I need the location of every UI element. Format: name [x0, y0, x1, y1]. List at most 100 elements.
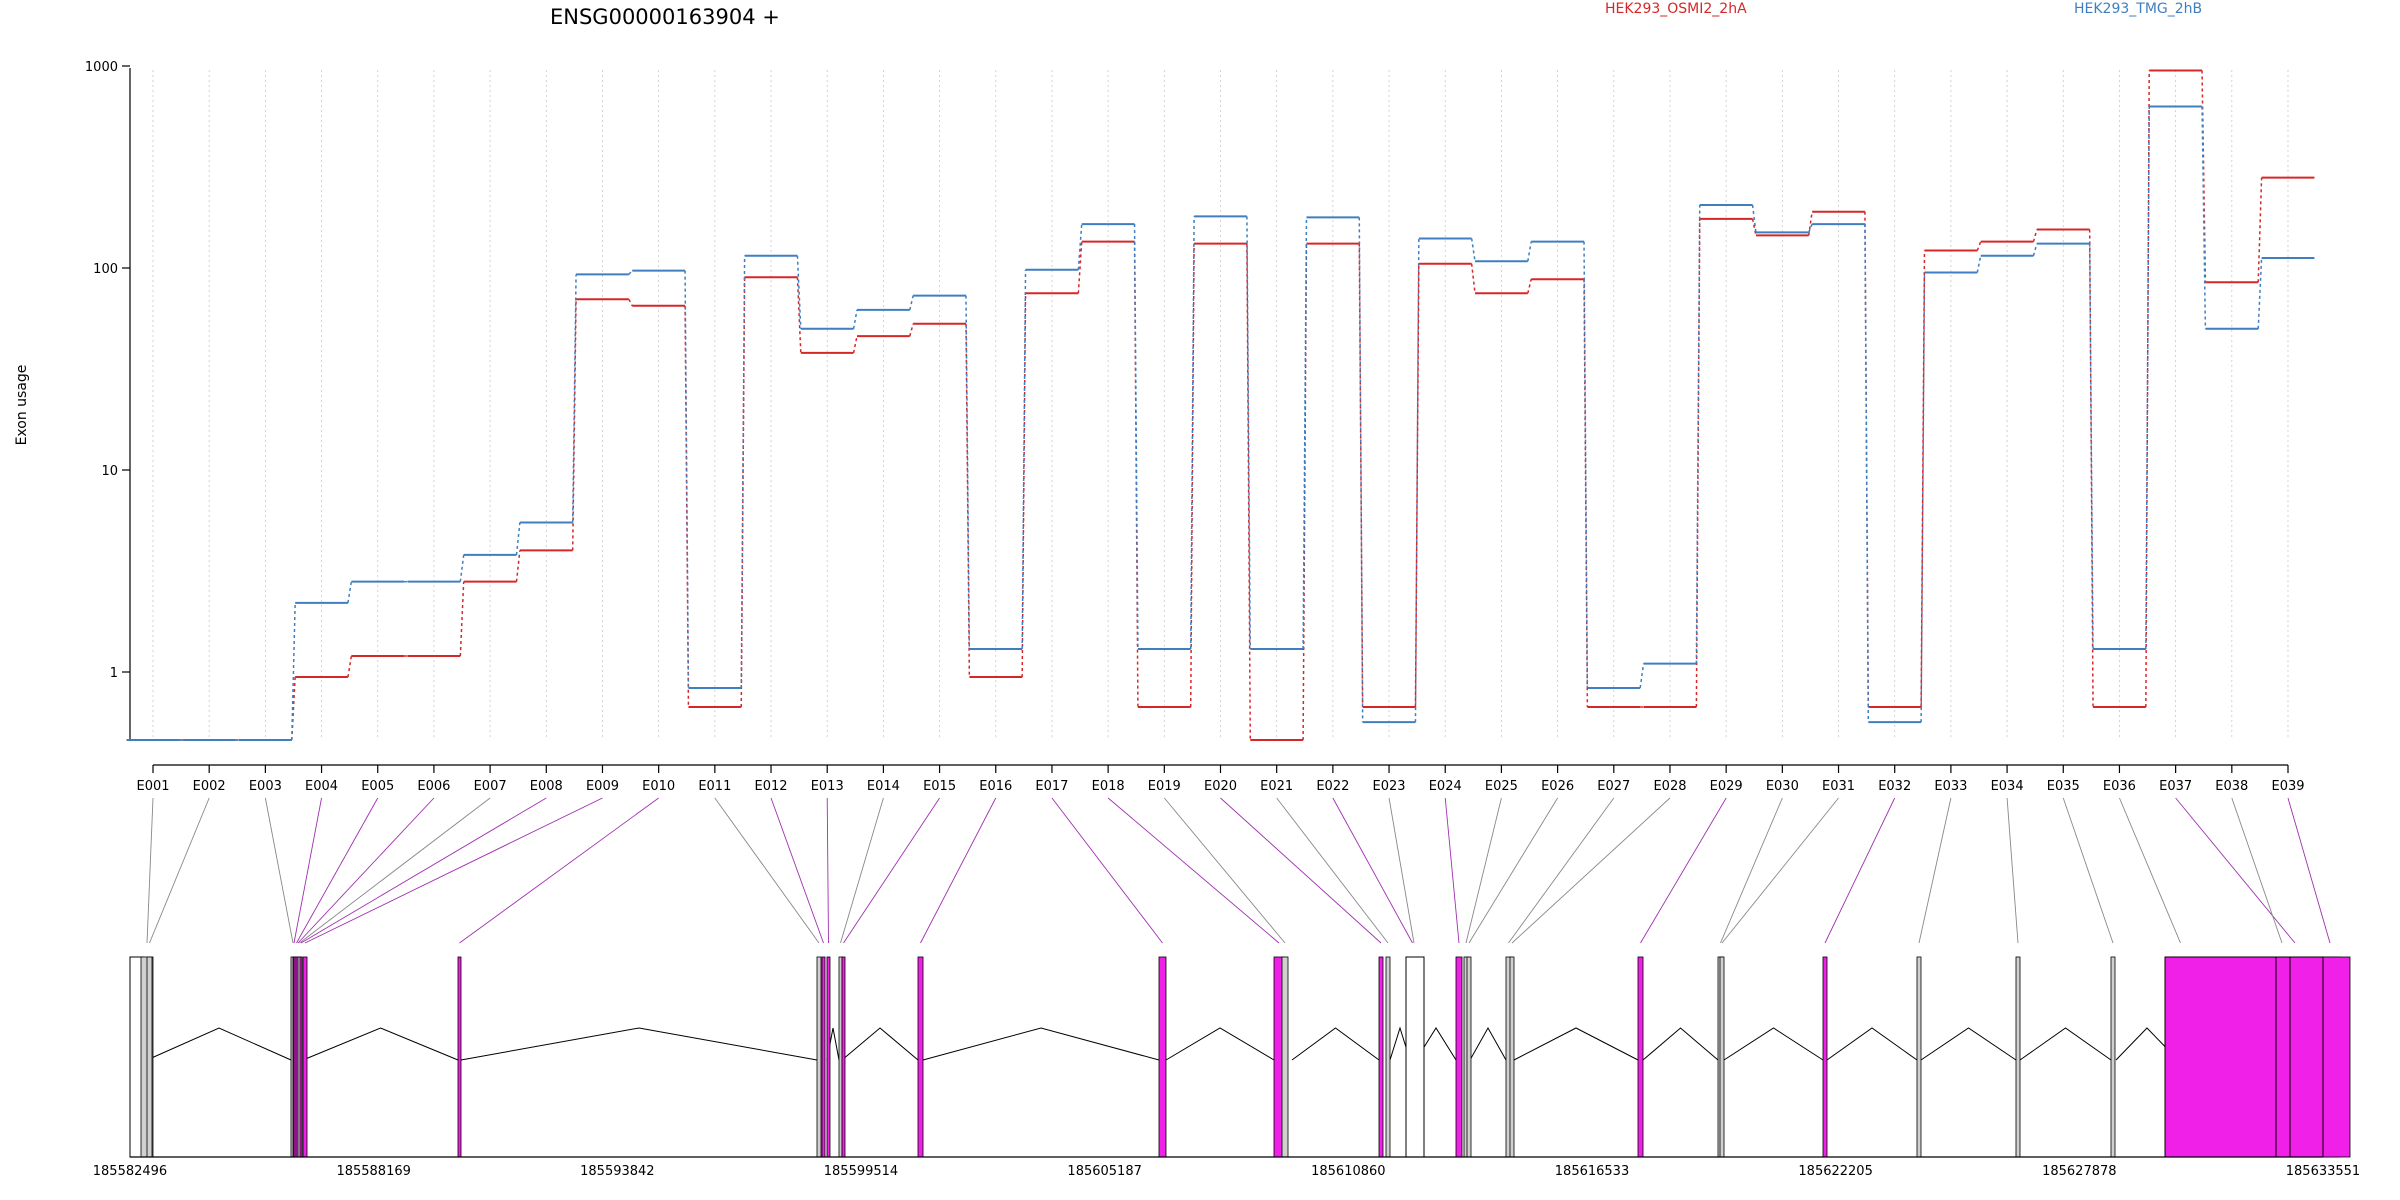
- intron: [302, 1027, 459, 1061]
- exon-connector: [304, 797, 603, 944]
- exon-box: [838, 956, 843, 1158]
- series-connector: [740, 255, 746, 688]
- exon-box: [1281, 956, 1289, 1158]
- series-connector: [1358, 243, 1364, 707]
- series-connector: [2201, 70, 2207, 283]
- series-connector: [347, 655, 353, 678]
- exon-connector: [1468, 797, 1558, 944]
- exon-box: [1916, 956, 1922, 1158]
- exon-box: [816, 956, 822, 1158]
- exon-connector: [300, 797, 547, 944]
- intron: [1723, 1027, 1824, 1061]
- exon-box: [146, 956, 153, 1158]
- exon-connector: [297, 797, 435, 944]
- x-tick-label: E036: [2103, 779, 2136, 794]
- coordinate-label: 185616533: [1555, 1164, 1629, 1179]
- grid-lines: [152, 70, 2289, 740]
- exon-connector: [1220, 797, 1382, 944]
- series-connector: [1751, 204, 1757, 233]
- coordinate-label: 185633551: [2286, 1164, 2360, 1179]
- series-connector: [459, 554, 465, 582]
- intron: [1920, 1027, 2017, 1061]
- series-connector: [1133, 241, 1139, 707]
- x-tick-label: E025: [1485, 779, 1518, 794]
- exon-connector: [296, 797, 379, 944]
- exon-box: [821, 956, 826, 1158]
- intron: [1165, 1027, 1275, 1061]
- series-connector: [1246, 216, 1252, 649]
- series-connector: [1920, 272, 1926, 723]
- series-connector: [2032, 229, 2038, 242]
- genomic-coordinates: 185582496 185588169 185593842 185599514 1856…: [93, 1164, 2360, 1179]
- exon-connector: [1465, 797, 1502, 944]
- series-connector: [1695, 205, 1701, 664]
- intron: [1513, 1027, 1639, 1061]
- x-tick-label: E012: [755, 779, 788, 794]
- y-axis-ticks: 1 10 100 1000: [85, 60, 130, 681]
- series-connector: [1583, 279, 1589, 707]
- x-tick-label: E010: [642, 779, 675, 794]
- series-connector: [2201, 106, 2207, 329]
- intron: [1291, 1027, 1380, 1061]
- exon-connector: [1720, 797, 1783, 944]
- x-tick-label: E039: [2271, 779, 2304, 794]
- series-connector: [291, 602, 296, 741]
- exon-box: [1405, 956, 1425, 1158]
- series-connector: [1920, 250, 1926, 707]
- series-connector: [459, 581, 465, 657]
- series-connector: [852, 335, 858, 354]
- x-tick-label: E038: [2215, 779, 2248, 794]
- intron: [922, 1027, 1160, 1061]
- series-connector: [1414, 238, 1420, 723]
- exon-box: [917, 956, 924, 1158]
- series-connector: [1077, 241, 1083, 294]
- exon-connector: [1508, 797, 1615, 944]
- series-connector: [1527, 279, 1532, 294]
- intron: [146, 1027, 292, 1061]
- exon-box: [299, 956, 303, 1158]
- x-tick-label: E013: [811, 779, 844, 794]
- coordinate-label: 185622205: [1798, 1164, 1872, 1179]
- x-tick-label: E028: [1653, 779, 1686, 794]
- chart-title: ENSG00000163904 +: [550, 5, 780, 29]
- exon-connector: [2062, 797, 2114, 944]
- exon-box: [1158, 956, 1167, 1158]
- exon-box: [457, 956, 462, 1158]
- series-connector: [740, 277, 746, 707]
- series-connector: [291, 676, 296, 741]
- exon-connector: [1107, 797, 1280, 944]
- series-connector: [1864, 224, 1870, 723]
- exon-connector: [1918, 797, 1952, 944]
- exon-box: [826, 956, 831, 1158]
- x-tick-label: E021: [1260, 779, 1293, 794]
- series-connector: [1527, 241, 1532, 262]
- coordinate-label: 185599514: [824, 1164, 898, 1179]
- exon-connector: [2119, 797, 2181, 944]
- x-tick-label: E004: [305, 779, 338, 794]
- coordinate-label: 185582496: [93, 1164, 167, 1179]
- x-tick-label: E029: [1710, 779, 1743, 794]
- exon-box: [302, 956, 308, 1158]
- x-tick-label: E031: [1822, 779, 1855, 794]
- exon-connector: [1163, 797, 1286, 944]
- series-connector: [347, 581, 353, 603]
- x-tick-label: E008: [530, 779, 563, 794]
- exon-connector: [770, 797, 824, 944]
- exon-connector: [843, 797, 940, 944]
- series-connector: [1246, 243, 1252, 741]
- exon-connector: [293, 797, 322, 944]
- exon-connector: [299, 797, 491, 944]
- exon-box: [1509, 956, 1515, 1158]
- series-connector: [1077, 224, 1083, 270]
- x-tick-label: E030: [1766, 779, 1799, 794]
- x-tick-label: E015: [923, 779, 956, 794]
- series-connector: [1583, 241, 1589, 688]
- series-connector: [515, 522, 521, 555]
- coordinate-label: 185610860: [1311, 1164, 1385, 1179]
- exon-box: [2164, 956, 2324, 1158]
- x-tick-label: E022: [1316, 779, 1349, 794]
- intron: [1469, 1026, 1507, 1061]
- exon-connector: [920, 797, 997, 944]
- series-connector: [1189, 216, 1195, 649]
